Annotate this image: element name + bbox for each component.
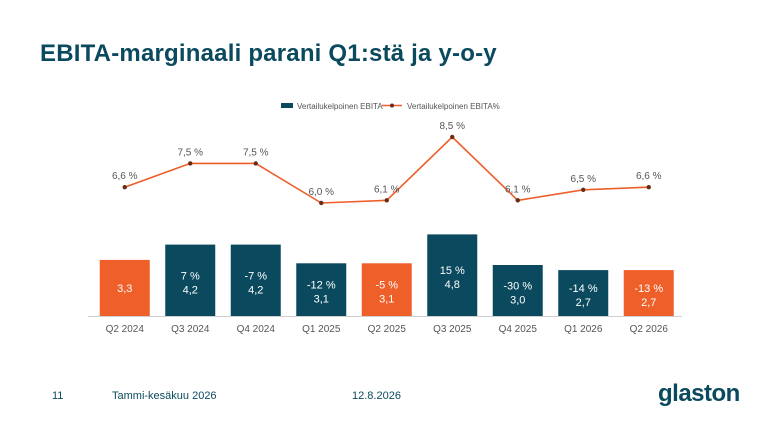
footer-date: 12.8.2026 bbox=[352, 390, 401, 402]
x-tick-label-4: Q2 2025 bbox=[368, 324, 407, 335]
legend-line-marker bbox=[390, 103, 394, 108]
line-point-7 bbox=[581, 187, 586, 192]
x-tick-label-6: Q4 2025 bbox=[499, 324, 538, 335]
bar-3 bbox=[296, 263, 347, 316]
line-value-label-3: 6,0 % bbox=[308, 187, 334, 198]
line-point-3 bbox=[319, 200, 324, 206]
bar-value-label-5: 4,8 bbox=[445, 279, 460, 291]
bar-8 bbox=[623, 270, 674, 316]
bar-change-label-6: -30 % bbox=[503, 281, 532, 293]
x-tick-label-1: Q3 2024 bbox=[171, 324, 210, 335]
bar-change-label-7: -14 % bbox=[569, 283, 598, 295]
line-value-label-0: 6,6 % bbox=[112, 171, 138, 182]
page-number: 11 bbox=[52, 390, 64, 402]
bar-2 bbox=[230, 244, 281, 316]
line-value-label-2: 7,5 % bbox=[243, 147, 269, 158]
bar-change-label-3: -12 % bbox=[307, 280, 336, 292]
line-value-label-7: 6,5 % bbox=[570, 174, 596, 185]
line-point-6 bbox=[515, 198, 520, 203]
line-point-1 bbox=[188, 161, 193, 166]
bar-value-label-2: 4,2 bbox=[248, 284, 263, 296]
line-value-label-5: 8,5 % bbox=[439, 121, 465, 132]
x-tick-label-0: Q2 2024 bbox=[106, 324, 145, 335]
line-value-label-8: 6,6 % bbox=[636, 171, 662, 182]
bar-6 bbox=[492, 265, 543, 316]
line-point-4 bbox=[384, 198, 389, 203]
line-value-label-6: 6,1 % bbox=[505, 184, 531, 195]
x-tick-label-3: Q1 2025 bbox=[302, 324, 341, 335]
bar-7 bbox=[558, 270, 609, 316]
x-tick-label-5: Q3 2025 bbox=[433, 324, 472, 335]
bar-value-label-7: 2,7 bbox=[576, 297, 591, 309]
x-tick-label-7: Q1 2026 bbox=[564, 324, 603, 335]
line-point-5 bbox=[450, 134, 455, 140]
legend-bar-label: Vertailukelpoinen EBITA bbox=[297, 102, 383, 111]
line-value-label-4: 6,1 % bbox=[374, 184, 400, 195]
line-point-8 bbox=[646, 184, 651, 190]
bar-change-label-4: -5 % bbox=[375, 280, 398, 292]
bar-4 bbox=[361, 263, 412, 316]
bar-change-label-2: -7 % bbox=[244, 270, 267, 282]
bar-value-label-8: 2,7 bbox=[641, 297, 656, 309]
bar-change-label-8: -13 % bbox=[634, 283, 663, 295]
glaston-logo: glaston bbox=[658, 380, 740, 407]
bar-0 bbox=[99, 259, 150, 316]
line-point-2 bbox=[253, 161, 258, 166]
bar-value-label-4: 3,1 bbox=[379, 294, 394, 306]
bar-value-label-0: 3,3 bbox=[117, 283, 132, 295]
bar-value-label-1: 4,2 bbox=[183, 284, 198, 296]
legend-line-label: Vertailukelpoinen EBITA% bbox=[407, 102, 500, 111]
bar-change-label-1: 7 % bbox=[181, 270, 200, 282]
line-value-label-1: 7,5 % bbox=[177, 147, 203, 158]
footer-period: Tammi-kesäkuu 2026 bbox=[112, 390, 217, 402]
line-point-0 bbox=[122, 184, 127, 190]
x-tick-label-8: Q2 2026 bbox=[630, 324, 669, 335]
bar-5 bbox=[427, 234, 478, 316]
bar-value-label-6: 3,0 bbox=[510, 295, 525, 307]
legend-bar-swatch bbox=[281, 103, 293, 108]
page-title: EBITA-marginaali parani Q1:stä ja y-o-y bbox=[40, 40, 497, 67]
bar-value-label-3: 3,1 bbox=[314, 294, 329, 306]
x-tick-label-2: Q4 2024 bbox=[237, 324, 276, 335]
bar-change-label-5: 15 % bbox=[440, 265, 465, 277]
bar-1 bbox=[165, 244, 216, 316]
